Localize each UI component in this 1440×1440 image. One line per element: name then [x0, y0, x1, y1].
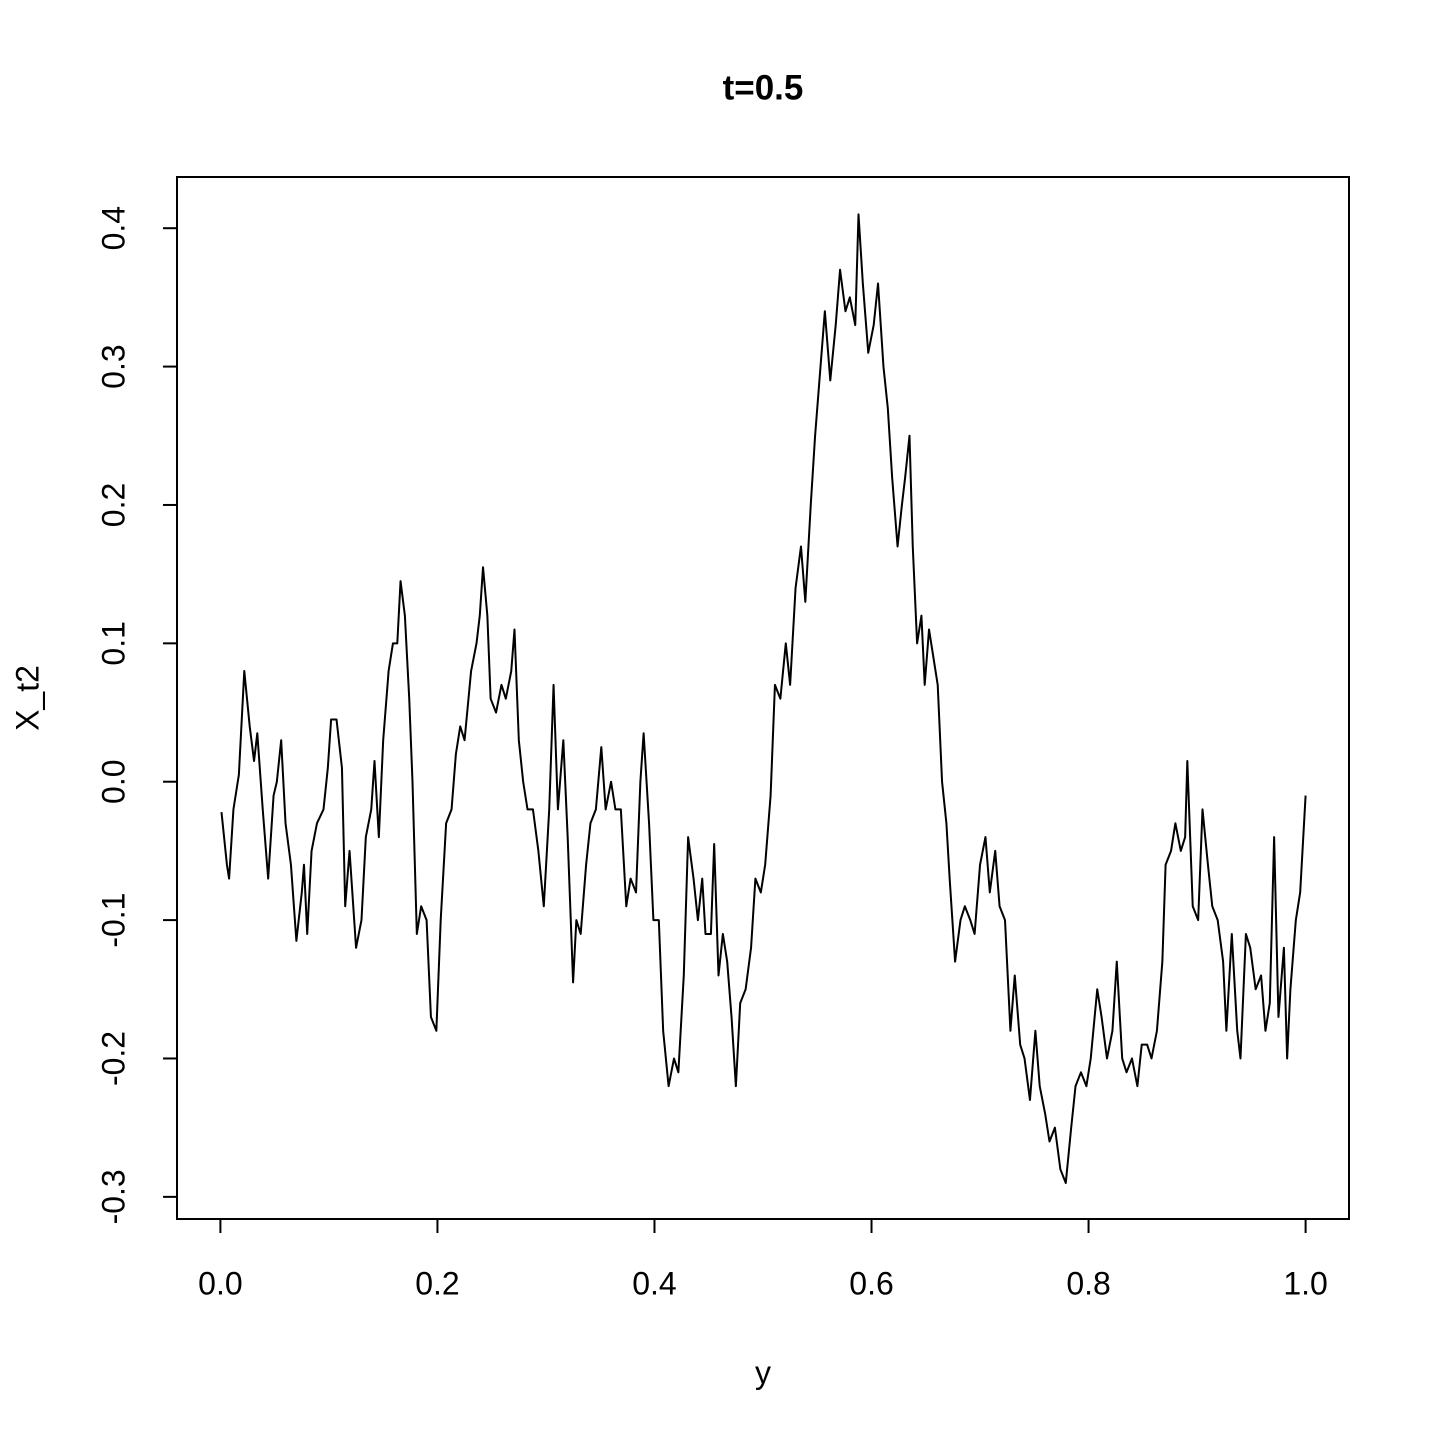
x-tick-label: 0.8	[1066, 1265, 1110, 1301]
x-axis-label: y	[755, 1354, 771, 1390]
y-tick-label: 0.3	[95, 344, 131, 388]
y-tick-label: -0.1	[95, 893, 131, 948]
y-tick-label: 0.1	[95, 621, 131, 665]
x-tick-label: 0.6	[849, 1265, 893, 1301]
y-tick-label: 0.2	[95, 483, 131, 527]
y-tick-label: -0.3	[95, 1169, 131, 1224]
chart-title: t=0.5	[723, 68, 804, 107]
x-tick-label: 1.0	[1283, 1265, 1327, 1301]
y-tick-label: 0.4	[95, 206, 131, 250]
x-tick-label: 0.2	[415, 1265, 459, 1301]
x-tick-label: 0.0	[198, 1265, 242, 1301]
y-tick-label: -0.2	[95, 1031, 131, 1086]
plot-box	[176, 176, 1350, 1220]
data-line	[220, 213, 1307, 1185]
y-axis-label: X_t2	[9, 665, 45, 731]
x-tick-label: 0.4	[632, 1265, 676, 1301]
y-tick-label: 0.0	[95, 759, 131, 803]
